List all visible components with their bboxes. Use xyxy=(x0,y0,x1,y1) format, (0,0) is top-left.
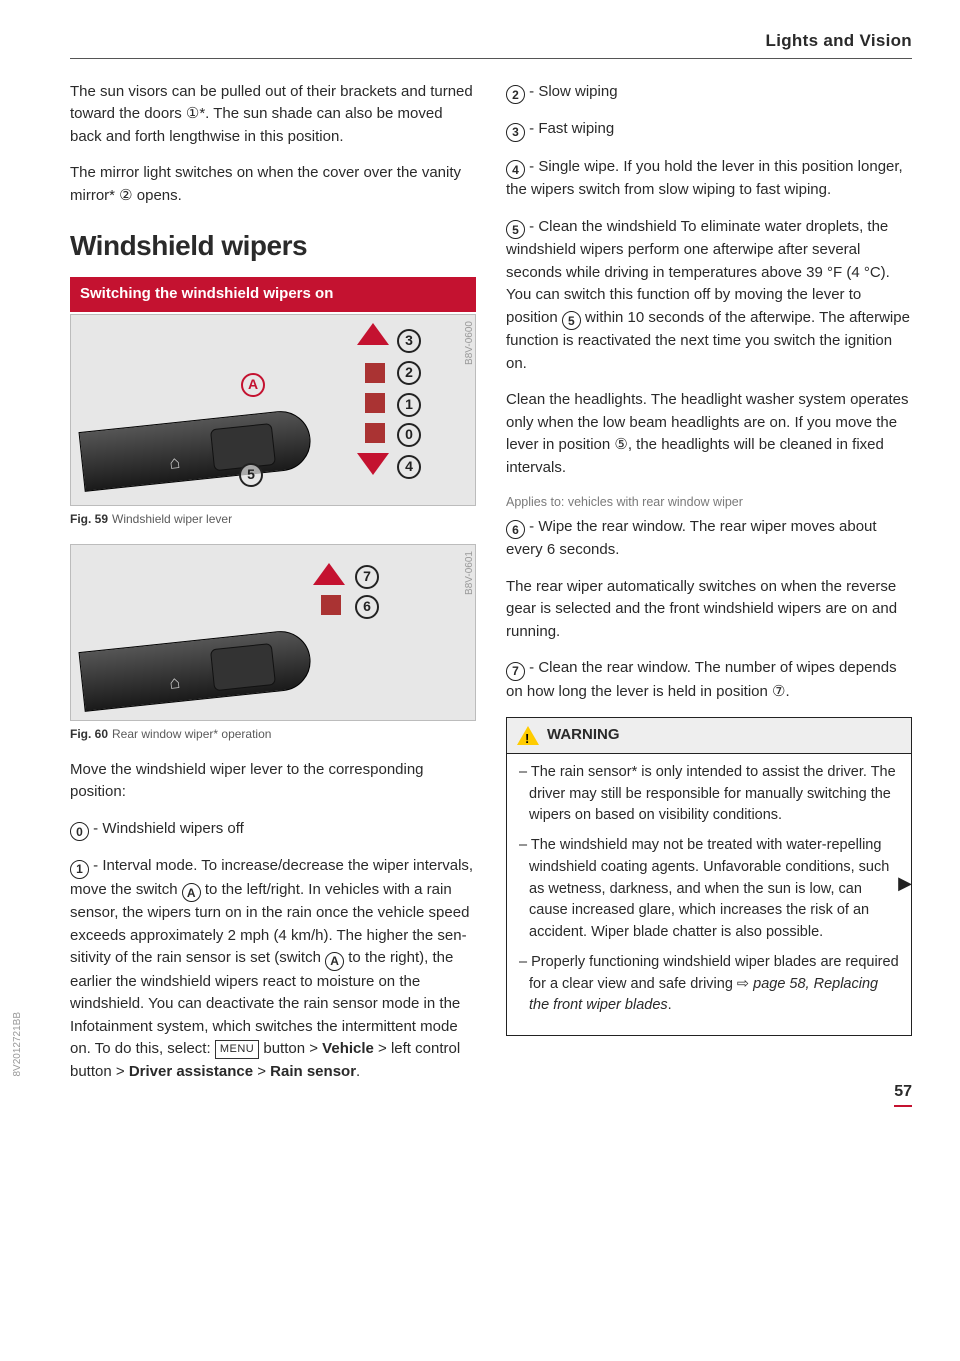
warning-item-2: – The windshield may not be treated with… xyxy=(519,835,899,944)
position-marker xyxy=(365,363,385,383)
callout-5: 5 xyxy=(239,463,263,487)
warning-box: WARNING – The rain sensor* is only inten… xyxy=(506,717,912,1036)
spine-code: 8V2012721BB xyxy=(10,1012,25,1077)
pos-2: 2 - Slow wiping xyxy=(506,81,912,105)
arrow-up-icon xyxy=(357,323,389,345)
warning-title: WARNING xyxy=(547,724,620,747)
warning-header: WARNING xyxy=(507,718,911,754)
callout-A-inline: A xyxy=(325,952,344,971)
continued-arrow-icon: ▶ xyxy=(898,870,912,897)
callout-1: 1 xyxy=(397,393,421,417)
sunvisor-para-2: The mirror light switches on when the co… xyxy=(70,162,476,207)
position-marker xyxy=(321,595,341,615)
pos-7: 7 - Clean the rear window. The number of… xyxy=(506,657,912,703)
callout-3-inline: 3 xyxy=(506,123,525,142)
figure-60: B8V-0601 ⌂ 7 6 xyxy=(70,544,476,721)
position-marker xyxy=(365,393,385,413)
figure-59: B8V-0600 ⌂ 3 2 1 0 4 A xyxy=(70,314,476,506)
callout-A-inline: A xyxy=(182,883,201,902)
callout-5-inline: 5 xyxy=(562,311,581,330)
applies-to-note: Applies to: vehicles with rear window wi… xyxy=(506,493,912,512)
section-heading: Windshield wipers xyxy=(70,225,476,267)
left-column: The sun visors can be pulled out of thei… xyxy=(70,81,476,1098)
fig60-caption: Fig. 60Rear window wiper* operation xyxy=(70,725,476,743)
page-number: 57 xyxy=(894,1080,912,1107)
page-header: Lights and Vision xyxy=(70,28,912,59)
wiper-stalk-illustration: ⌂ xyxy=(78,408,313,492)
arrow-down-icon xyxy=(357,453,389,475)
callout-4-inline: 4 xyxy=(506,160,525,179)
fig59-caption: Fig. 59Windshield wiper lever xyxy=(70,510,476,528)
callout-7-inline: 7 xyxy=(506,662,525,681)
pos-4: 4 - Single wipe. If you hold the lever i… xyxy=(506,156,912,202)
callout-5-inline: 5 xyxy=(506,220,525,239)
warning-item-1: – The rain sensor* is only intended to a… xyxy=(519,762,899,827)
pos-0: 0 - Windshield wipers off xyxy=(70,818,476,842)
menu-button-label: MENU xyxy=(215,1040,259,1059)
fig60-code: B8V-0601 xyxy=(462,551,477,595)
wiper-icon: ⌂ xyxy=(168,668,182,696)
callout-A: A xyxy=(241,373,265,397)
headlight-para: Clean the headlights. The headlight wash… xyxy=(506,389,912,479)
callout-6: 6 xyxy=(355,595,379,619)
arrow-up-icon xyxy=(313,563,345,585)
subheading-bar: Switching the windshield wipers on xyxy=(70,277,476,312)
pos-1: 1 - Interval mode. To increase/decrease … xyxy=(70,855,476,1083)
wiper-icon: ⌂ xyxy=(168,448,182,476)
warning-triangle-icon xyxy=(517,726,539,745)
callout-2: 2 xyxy=(397,361,421,385)
instruction-para: Move the windshield wiper lever to the c… xyxy=(70,759,476,804)
warning-item-3: – Properly functioning windshield wiper … xyxy=(519,952,899,1017)
callout-6-inline: 6 xyxy=(506,520,525,539)
sunvisor-para-1: The sun visors can be pulled out of thei… xyxy=(70,81,476,149)
callout-0-inline: 0 xyxy=(70,822,89,841)
callout-3: 3 xyxy=(397,329,421,353)
callout-2-inline: 2 xyxy=(506,85,525,104)
callout-0: 0 xyxy=(397,423,421,447)
pos-6: 6 - Wipe the rear window. The rear wiper… xyxy=(506,516,912,562)
pos-3: 3 - Fast wiping xyxy=(506,118,912,142)
callout-4: 4 xyxy=(397,455,421,479)
callout-1-inline: 1 xyxy=(70,860,89,879)
wiper-stalk-illustration: ⌂ xyxy=(78,628,313,712)
fig59-code: B8V-0600 xyxy=(462,321,477,365)
callout-7: 7 xyxy=(355,565,379,589)
right-column: 2 - Slow wiping 3 - Fast wiping 4 - Sing… xyxy=(506,81,912,1098)
rear-auto-para: The rear wiper automatically switches on… xyxy=(506,576,912,644)
position-marker xyxy=(365,423,385,443)
pos-5: 5 - Clean the windshield To eliminate wa… xyxy=(506,216,912,376)
